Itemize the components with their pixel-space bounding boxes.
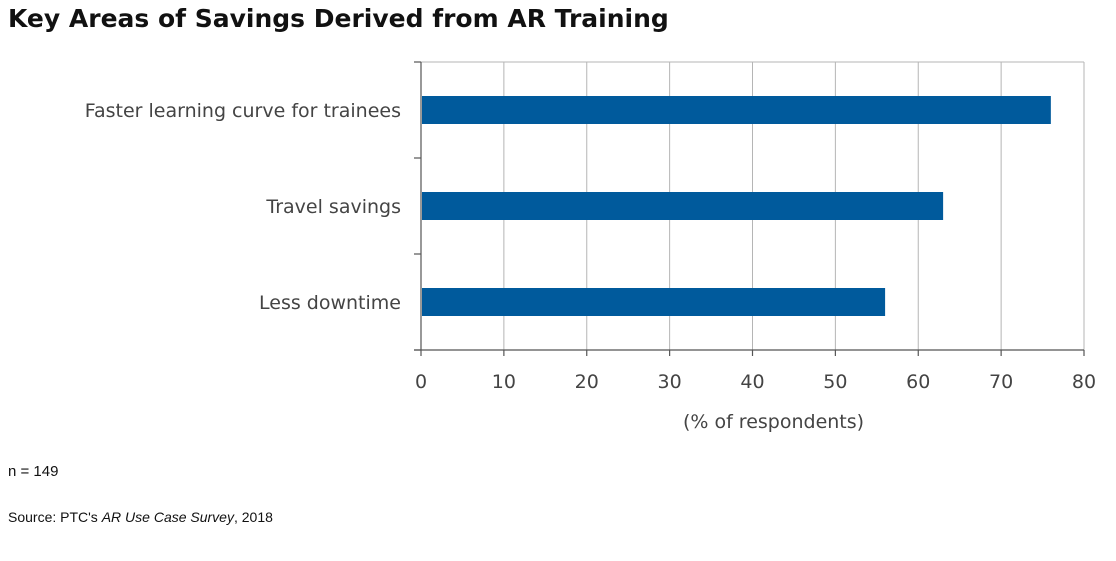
x-tick-label: 60 [906, 371, 930, 393]
x-tick-label: 30 [658, 371, 682, 393]
sample-size-note: n = 149 [8, 463, 59, 480]
bar [422, 96, 1051, 124]
source-prefix: Source: PTC's [8, 509, 102, 525]
x-tick-label: 0 [415, 371, 427, 393]
x-tick-label: 40 [740, 371, 764, 393]
bar [422, 288, 886, 316]
category-label: Faster learning curve for trainees [85, 100, 401, 122]
x-tick-label: 10 [492, 371, 516, 393]
x-axis-title: (% of respondents) [683, 411, 864, 433]
bar [422, 192, 944, 220]
source-suffix: , 2018 [233, 509, 273, 525]
category-label: Travel savings [265, 196, 401, 218]
x-tick-label: 80 [1072, 371, 1096, 393]
x-tick-label: 70 [989, 371, 1013, 393]
x-tick-label: 20 [575, 371, 599, 393]
source-note: Source: PTC's AR Use Case Survey, 2018 [8, 509, 273, 525]
category-label: Less downtime [259, 292, 401, 314]
source-title: AR Use Case Survey [101, 509, 234, 525]
bar-chart: 0 10 20 30 40 50 60 70 80 Faster learning curve f… [85, 61, 1096, 433]
chart-title: Key Areas of Savings Derived from AR Tra… [8, 4, 669, 33]
x-tick-label: 50 [823, 371, 847, 393]
